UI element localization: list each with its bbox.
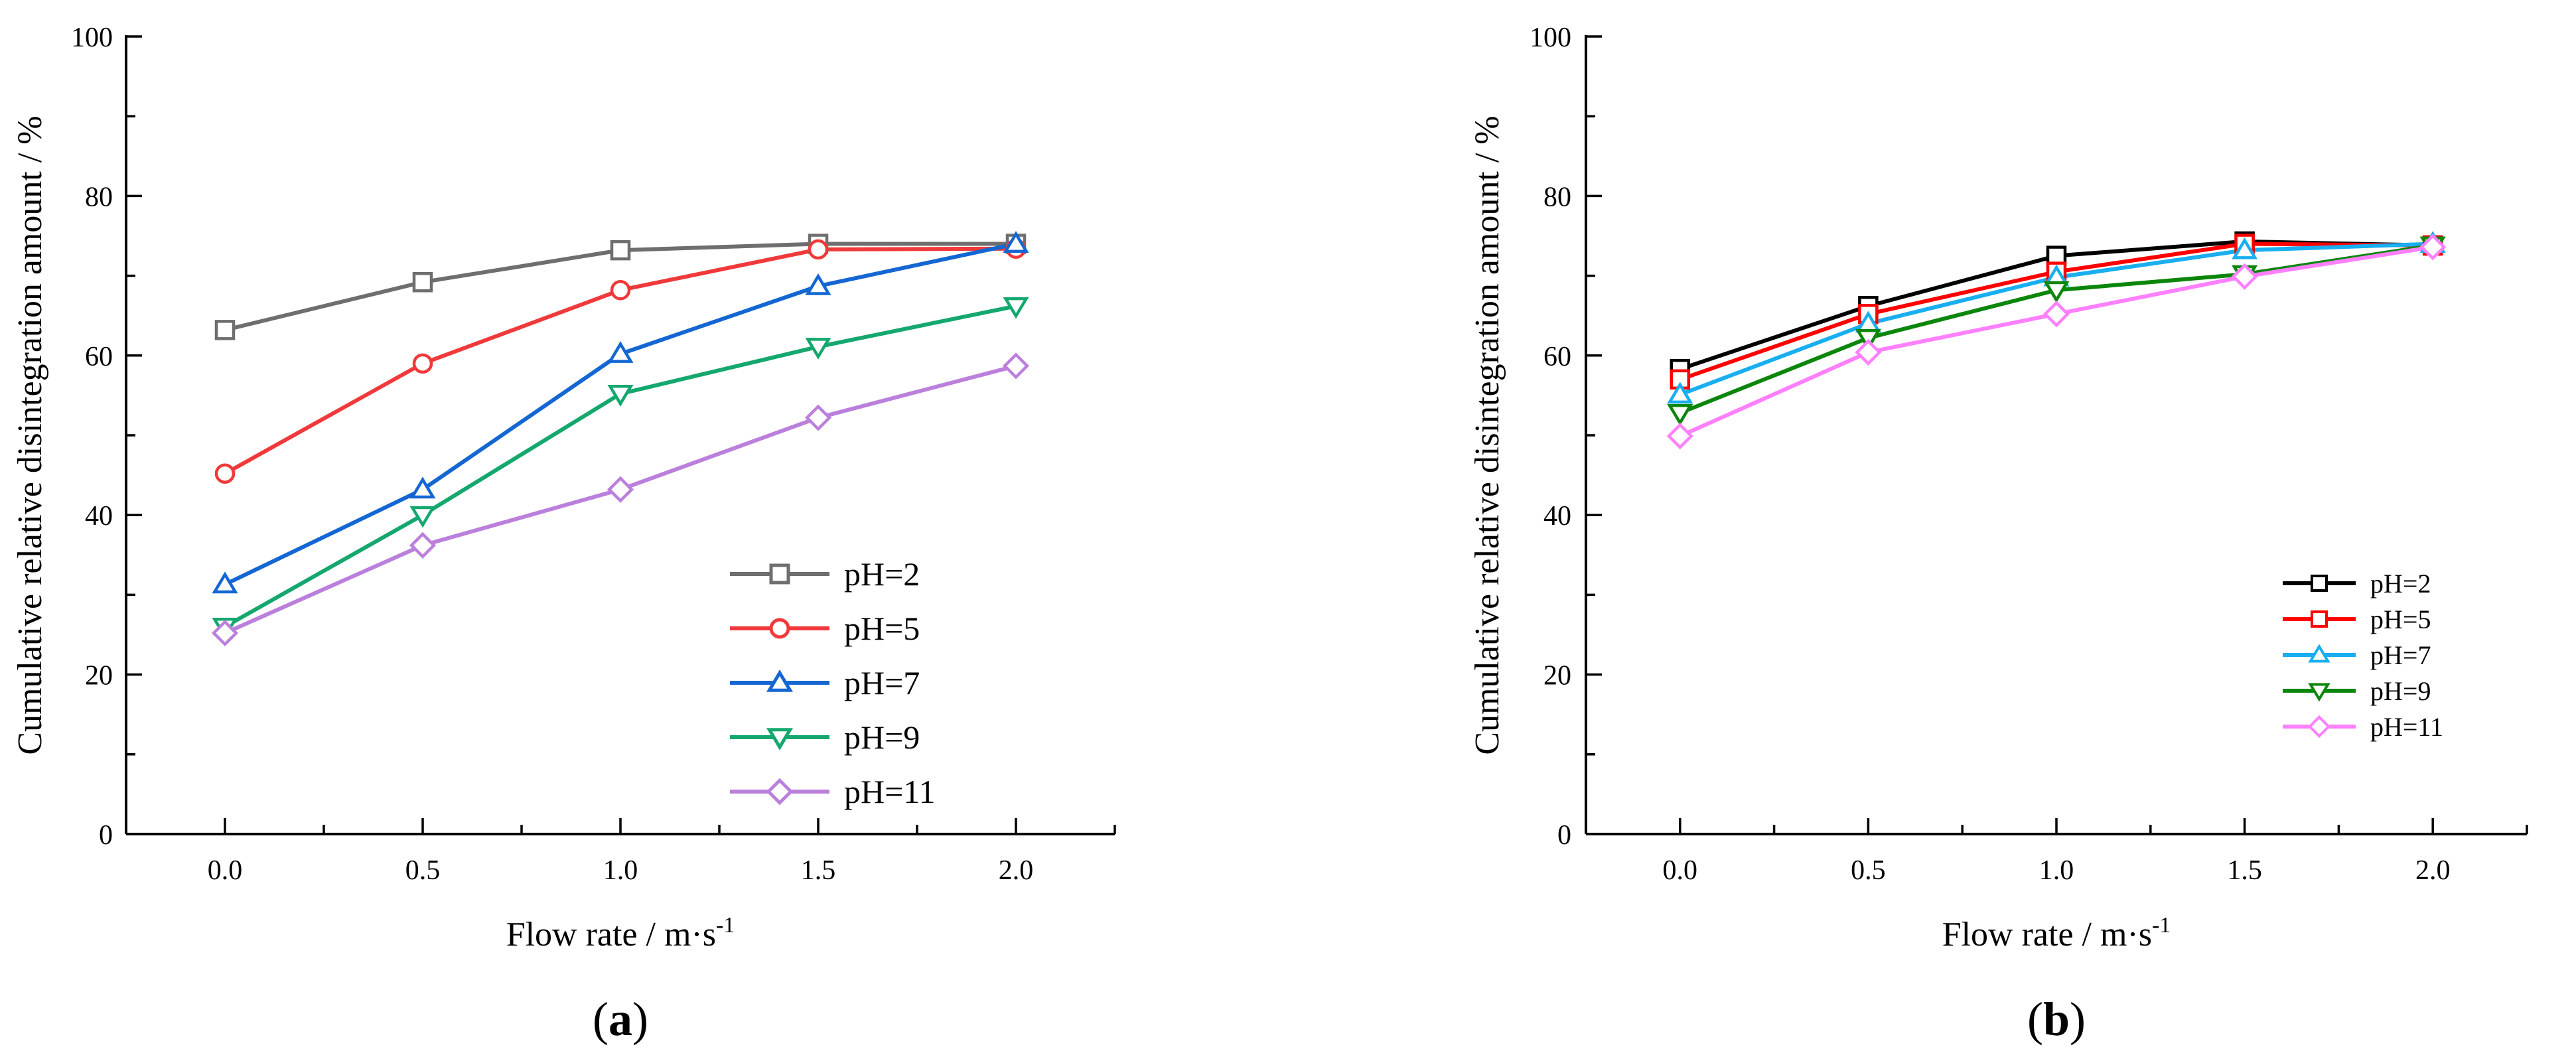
chart-panel-b: 0 20 40 60 80 100 0.0 0.5 1.0 1.5 2.0 Flow rate / m… [1468,23,2528,1046]
data-point-pH=9 [2043,281,2070,303]
y-tick-label: 80 [85,182,113,212]
legend-marker [2308,644,2330,663]
panel-label-close: ) [632,993,648,1046]
x-tick-label: 0.5 [405,855,441,886]
x-tick-label: 1.0 [2039,855,2074,886]
y-tick-label: 20 [1543,661,1571,691]
legend-label: pH=7 [844,664,920,701]
panel-label-open: ( [593,993,608,1046]
data-point-pH=7 [607,341,634,363]
legend-label: pH=2 [2370,569,2431,599]
data-point-pH=11 [2419,234,2447,261]
data-point-pH=11 [2231,263,2258,290]
y-tick-label: 80 [1543,182,1571,212]
legend-marker [2307,715,2331,739]
y-tick-label: 100 [71,23,113,53]
panel-label: (a) [593,993,648,1046]
legend-marker [769,563,790,585]
data-point-pH=7 [1003,231,1029,253]
x-tick-label: 1.0 [603,855,638,886]
y-tick-label: 20 [85,661,113,691]
data-point-pH=7 [805,273,831,295]
data-point-pH=11 [409,531,437,559]
data-point-pH=7 [409,476,436,499]
y-axis-title: Cumulative relative disintegration amoun… [11,115,49,754]
data-point-pH=9 [607,385,634,407]
panel-label-letter: b [2043,993,2070,1046]
data-point-pH=9 [1667,403,1693,426]
legend-marker [766,778,794,806]
data-point-pH=11 [1666,423,1693,450]
data-point-pH=11 [2042,301,2070,328]
x-tick-label: 2.0 [999,855,1034,886]
legend-label: pH=11 [2370,712,2443,742]
data-point-pH=11 [211,620,239,647]
data-point-pH=11 [1002,352,1030,380]
legend-marker [2308,683,2330,702]
x-axis-title: Flow rate / m·s-1 [1942,913,2171,953]
data-point-pH=2 [214,320,236,340]
x-axis-title-main: Flow rate / m·s [506,916,716,953]
legend-label: pH=9 [2370,676,2431,706]
data-point-pH=5 [412,353,433,374]
data-point-pH=5 [808,239,829,260]
legend-marker [769,618,790,639]
x-tick-label: 1.5 [2227,855,2262,886]
legend-label: pH=2 [844,555,920,593]
data-point-pH=5 [214,463,236,484]
data-point-pH=2 [412,271,433,293]
y-tick-label: 60 [85,342,113,372]
data-point-pH=9 [409,506,436,528]
y-tick-label: 40 [85,501,113,531]
x-axis-title-sup: -1 [2152,913,2171,938]
data-point-pH=9 [805,338,831,360]
panel-label: (b) [2027,993,2086,1046]
y-axis-title: Cumulative relative disintegration amoun… [1468,115,1506,754]
y-tick-label: 0 [99,820,113,851]
data-point-pH=2 [610,240,631,261]
data-point-pH=11 [607,476,634,503]
y-tick-label: 40 [1543,501,1571,531]
x-tick-label: 1.5 [801,855,836,886]
y-tick-label: 100 [1530,23,1571,53]
legend: pH=2 pH=5 pH=7 pH=9 pH=11 [730,555,935,810]
x-axis-title-sup: -1 [716,913,735,938]
legend-label: pH=7 [2370,640,2431,670]
x-tick-label: 0.0 [1663,855,1698,886]
y-tick-label: 0 [1557,820,1571,851]
x-axis-title-main: Flow rate / m·s [1942,916,2152,953]
legend-label: pH=11 [844,773,935,810]
legend: pH=2 pH=5 pH=7 pH=9 pH=11 [2283,569,2443,742]
legend-label: pH=5 [844,610,920,647]
data-point-pH=7 [2232,237,2258,259]
legend-marker [766,669,794,692]
chart-panel-a: 0 20 40 60 80 100 0.0 0.5 1.0 1.5 2.0 Flow rate / m… [11,23,1116,1046]
panel-label-open: ( [2027,993,2043,1046]
panel-label-letter: a [608,993,632,1046]
y-tick-label: 60 [1543,342,1571,372]
x-tick-label: 0.5 [1851,855,1886,886]
x-tick-label: 0.0 [208,855,243,886]
data-point-pH=11 [1855,338,1882,366]
legend-label: pH=5 [2370,604,2431,634]
data-point-pH=9 [1003,297,1029,319]
legend-marker [2311,610,2328,628]
data-point-pH=7 [1667,382,1693,404]
data-point-pH=7 [212,571,238,594]
panel-label-close: ) [2070,993,2086,1046]
legend-marker [2311,575,2328,592]
legend-marker [766,728,794,750]
legend-label: pH=9 [844,719,920,756]
data-point-pH=5 [610,279,631,301]
data-point-pH=11 [804,404,832,431]
x-axis-title: Flow rate / m·s-1 [506,913,735,953]
x-tick-label: 2.0 [2415,855,2451,886]
